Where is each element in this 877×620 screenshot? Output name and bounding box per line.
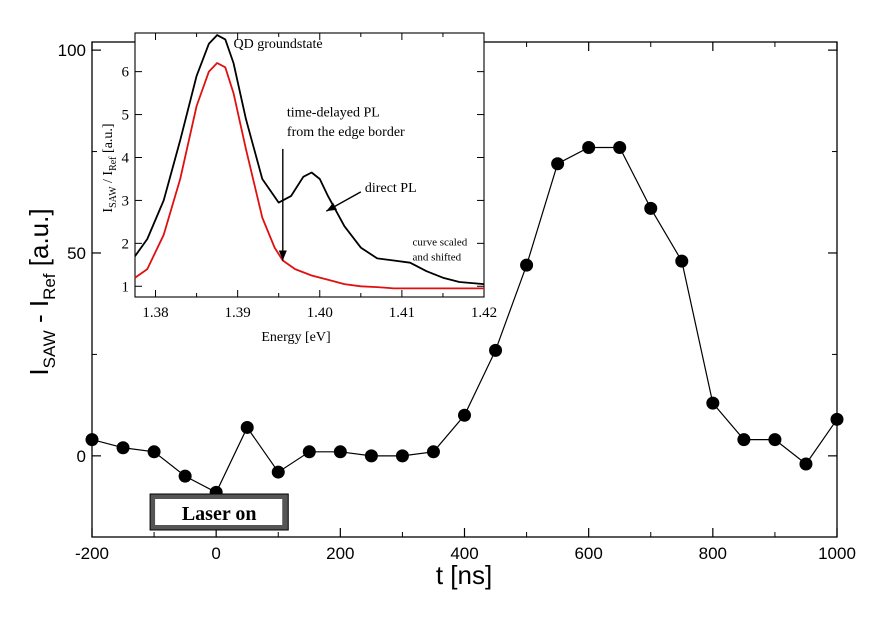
data-point — [830, 412, 844, 426]
inset-frame — [134, 32, 485, 298]
laser-on-label-bg — [155, 499, 283, 525]
data-point — [799, 457, 813, 471]
y-axis-title: ISAW - IRef [a.u.] — [24, 208, 59, 375]
laser-on-label: Laser on — [182, 503, 257, 525]
inset-x-tick-label: 1.42 — [471, 305, 497, 321]
inset-annotation: QD groundstate — [234, 37, 323, 52]
inset-y-tick-label: 6 — [122, 65, 130, 81]
inset-x-tick-label: 1.40 — [307, 305, 333, 321]
inset-y-tick-label: 3 — [122, 193, 130, 209]
data-point — [240, 420, 254, 434]
data-point — [116, 441, 130, 455]
inset-x-tick-label: 1.39 — [225, 305, 251, 321]
y-tick-label: 0 — [77, 447, 86, 466]
data-point — [333, 445, 347, 459]
data-point — [395, 449, 409, 463]
main-series — [85, 140, 844, 499]
inset-axis-ticks: 1.38 1.39 1.40 1.41 1.42 1 2 3 4 5 6 — [122, 33, 497, 321]
inset-y-axis-title: ISAW / IRef [a.u.] — [101, 123, 119, 212]
x-tick-label: 1000 — [818, 544, 856, 563]
y-tick-label: 50 — [67, 244, 86, 263]
inset-x-tick-label: 1.41 — [389, 305, 415, 321]
data-point — [302, 445, 316, 459]
data-point — [426, 445, 440, 459]
y-tick-label: 100 — [58, 41, 86, 60]
data-point — [458, 408, 471, 422]
data-point — [520, 258, 534, 272]
inset-annotations: QD groundstate time-delayed PL from the ed… — [234, 37, 468, 263]
data-point — [364, 449, 378, 463]
inset-series — [134, 34, 485, 290]
x-axis-title: t [ns] — [436, 560, 492, 590]
x-tick-label: 400 — [450, 544, 478, 563]
data-point — [271, 465, 285, 479]
data-point — [768, 433, 782, 447]
data-point — [644, 201, 658, 215]
x-tick-label: 600 — [574, 544, 602, 563]
data-point — [85, 433, 99, 447]
inset-y-tick-label: 5 — [122, 108, 130, 124]
data-point — [582, 140, 596, 154]
inset-annotation: time-delayed PL — [287, 106, 380, 121]
data-point — [737, 433, 751, 447]
x-tick-label: 0 — [211, 544, 220, 563]
inset-arrow-head — [326, 202, 338, 212]
inset-x-tick-label: 1.38 — [142, 305, 168, 321]
x-tick-label: 800 — [699, 544, 727, 563]
inset-annotation: and shifted — [413, 252, 462, 264]
inset-x-axis-title: Energy [eV] — [261, 330, 330, 345]
data-point — [178, 469, 192, 483]
data-point — [147, 445, 161, 459]
inset-y-tick-label: 1 — [122, 279, 130, 295]
inset-series-line-1 — [134, 62, 484, 290]
inset-arrow-head — [278, 250, 287, 261]
inset-series-line-0 — [134, 34, 485, 285]
inset-annotation: direct PL — [365, 181, 417, 196]
x-tick-label: 200 — [326, 544, 354, 563]
inset-chart: 1.38 1.39 1.40 1.41 1.42 1 2 3 4 5 6 QD groundstat… — [101, 32, 497, 345]
laser-on-annotation: Laser on — [149, 493, 289, 531]
data-point — [551, 157, 565, 171]
data-point — [613, 140, 627, 154]
data-point — [706, 396, 720, 410]
inset-background — [135, 33, 484, 297]
data-point — [489, 343, 503, 357]
inset-y-tick-label: 2 — [122, 236, 130, 252]
x-tick-label: -200 — [75, 544, 109, 563]
inset-annotation: curve scaled — [413, 236, 468, 248]
inset-y-tick-label: 4 — [122, 150, 130, 166]
main-axis-ticks: -200 0 200 400 600 800 1000 0 50 100 — [58, 41, 856, 563]
data-point — [675, 254, 689, 268]
inset-annotation: from the edge border — [287, 125, 405, 140]
